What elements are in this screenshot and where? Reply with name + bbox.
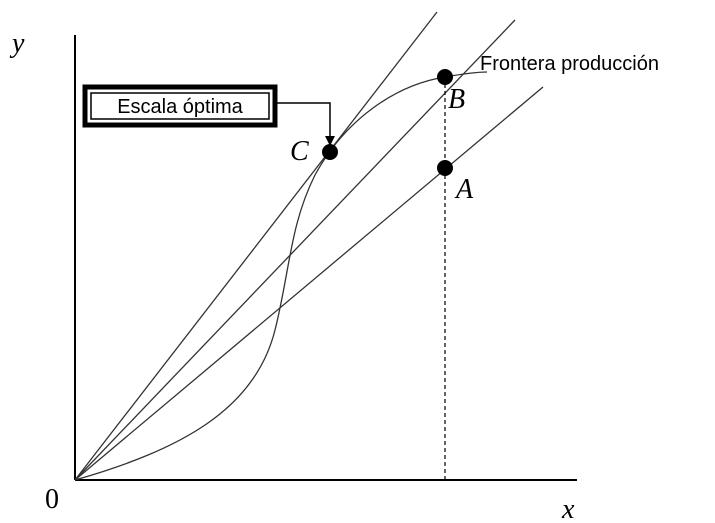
- point-label: B: [448, 84, 465, 115]
- curve-label: Frontera producción: [480, 53, 659, 75]
- axes: [74, 35, 577, 481]
- x-axis-label: x: [561, 494, 575, 523]
- rays: [74, 11, 544, 481]
- point-label: A: [454, 174, 474, 205]
- production-frontier: [74, 71, 488, 481]
- point-b: [437, 69, 453, 85]
- ray-tangent: [74, 11, 438, 481]
- callout-arrow: [275, 102, 331, 138]
- ray-a: [74, 86, 544, 481]
- point-label: C: [290, 136, 309, 167]
- callout-label: Escala óptima: [117, 96, 243, 118]
- arrow-head: [325, 136, 335, 146]
- point-c: [322, 144, 338, 160]
- callout-inner: [90, 92, 270, 120]
- ray-b: [74, 19, 516, 481]
- point-a: [437, 160, 453, 176]
- origin-label: 0: [45, 484, 59, 515]
- y-axis-label: y: [9, 28, 25, 59]
